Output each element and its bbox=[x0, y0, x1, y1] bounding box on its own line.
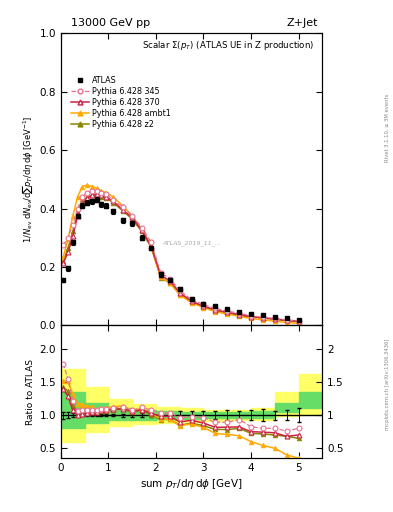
Text: ATLAS_2019_11_...: ATLAS_2019_11_... bbox=[162, 241, 221, 246]
Text: Z+Jet: Z+Jet bbox=[287, 18, 318, 28]
Y-axis label: $1/N_\mathrm{ev}\;\mathrm{d}N_\mathrm{ev}/\mathrm{d}\!\sum\!p_T/\mathrm{d}\eta\,: $1/N_\mathrm{ev}\;\mathrm{d}N_\mathrm{ev… bbox=[21, 116, 35, 243]
Text: 13000 GeV pp: 13000 GeV pp bbox=[71, 18, 150, 28]
Text: mcplots.cern.ch [arXiv:1306.3436]: mcplots.cern.ch [arXiv:1306.3436] bbox=[385, 338, 389, 430]
X-axis label: sum $p_T/\mathrm{d}\eta\,\mathrm{d}\phi$ [GeV]: sum $p_T/\mathrm{d}\eta\,\mathrm{d}\phi$… bbox=[140, 477, 243, 492]
Legend: ATLAS, Pythia 6.428 345, Pythia 6.428 370, Pythia 6.428 ambt1, Pythia 6.428 z2: ATLAS, Pythia 6.428 345, Pythia 6.428 37… bbox=[68, 72, 174, 132]
Y-axis label: Ratio to ATLAS: Ratio to ATLAS bbox=[26, 359, 35, 425]
Text: Rivet 3.1.10, ≥ 3M events: Rivet 3.1.10, ≥ 3M events bbox=[385, 94, 389, 162]
Text: Scalar $\Sigma(p_T)$ (ATLAS UE in Z production): Scalar $\Sigma(p_T)$ (ATLAS UE in Z prod… bbox=[142, 39, 314, 52]
